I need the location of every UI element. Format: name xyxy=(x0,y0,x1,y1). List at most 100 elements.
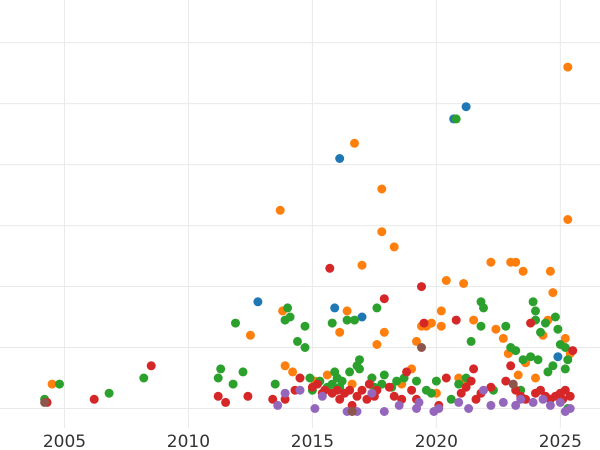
data-point xyxy=(469,364,479,374)
data-point xyxy=(508,379,518,389)
data-point xyxy=(560,385,570,395)
data-point xyxy=(367,388,377,398)
data-point xyxy=(221,397,231,407)
data-point xyxy=(419,318,429,328)
data-point xyxy=(402,367,412,377)
data-point xyxy=(560,333,570,343)
data-point xyxy=(322,370,332,380)
data-point xyxy=(216,364,226,374)
data-point xyxy=(213,373,223,383)
data-point xyxy=(55,379,64,389)
series-0 xyxy=(253,102,563,362)
data-point xyxy=(541,318,550,328)
data-point xyxy=(213,391,223,401)
data-point xyxy=(312,379,322,389)
x-axis-ticks: 2005 2010 2015 2020 2025 xyxy=(43,432,582,450)
data-point xyxy=(454,379,464,389)
data-point xyxy=(412,336,421,346)
x-tick-label: 2010 xyxy=(167,432,210,450)
data-point xyxy=(253,297,263,307)
data-point xyxy=(441,276,451,285)
data-point xyxy=(372,303,382,313)
data-point xyxy=(394,400,404,410)
data-point xyxy=(486,382,496,392)
data-point xyxy=(270,379,280,389)
data-point xyxy=(466,336,476,346)
data-point xyxy=(414,397,424,407)
data-point xyxy=(377,379,387,389)
series-5 xyxy=(40,343,518,416)
data-point xyxy=(511,257,521,267)
data-point xyxy=(461,102,471,112)
data-point xyxy=(513,370,523,380)
data-point xyxy=(563,355,573,365)
data-point xyxy=(526,318,536,328)
data-point xyxy=(469,315,479,325)
data-point xyxy=(332,385,342,395)
data-point xyxy=(293,336,302,346)
data-point xyxy=(412,376,421,386)
data-point xyxy=(498,333,508,343)
data-point xyxy=(456,388,466,398)
data-point xyxy=(417,282,426,292)
data-point xyxy=(317,391,327,401)
x-tick-label: 2005 xyxy=(43,432,86,450)
data-point xyxy=(231,318,240,328)
data-point xyxy=(536,327,545,337)
data-point xyxy=(451,114,461,124)
data-point xyxy=(459,279,469,288)
data-point xyxy=(89,394,99,404)
data-point xyxy=(486,400,496,410)
data-point xyxy=(245,330,255,340)
data-point xyxy=(146,361,156,371)
data-point xyxy=(379,407,389,416)
data-point xyxy=(345,385,355,395)
data-point xyxy=(283,303,293,313)
data-point xyxy=(342,315,352,325)
data-point xyxy=(479,385,488,395)
data-point xyxy=(345,367,355,377)
data-point xyxy=(548,288,558,298)
data-point xyxy=(379,294,389,304)
data-point xyxy=(454,397,464,407)
data-point xyxy=(491,324,501,334)
data-point xyxy=(548,361,558,371)
data-point xyxy=(337,376,347,386)
data-points xyxy=(40,62,578,416)
data-point xyxy=(273,400,283,410)
data-point xyxy=(243,391,253,401)
data-point xyxy=(268,394,278,404)
data-point xyxy=(327,318,337,328)
data-point xyxy=(501,376,511,386)
data-point xyxy=(342,306,352,316)
data-point xyxy=(498,397,508,407)
x-tick-label: 2015 xyxy=(291,432,334,450)
data-point xyxy=(511,346,521,356)
data-point xyxy=(528,297,538,307)
series-4 xyxy=(273,385,575,416)
x-tick-label: 2020 xyxy=(415,432,458,450)
data-point xyxy=(464,404,474,413)
data-point xyxy=(516,394,526,404)
data-point xyxy=(295,373,305,383)
data-point xyxy=(518,355,528,365)
data-point xyxy=(531,373,540,383)
data-point xyxy=(280,361,290,371)
data-point xyxy=(372,340,382,349)
data-point xyxy=(364,379,374,389)
data-point xyxy=(545,266,555,276)
data-point xyxy=(275,205,285,215)
data-point xyxy=(531,306,540,316)
data-point xyxy=(466,376,476,386)
data-point xyxy=(436,306,446,316)
data-point xyxy=(379,327,389,337)
data-point xyxy=(528,397,538,407)
data-point xyxy=(389,391,399,401)
data-point xyxy=(228,379,238,389)
data-point xyxy=(486,257,496,267)
data-point xyxy=(476,321,486,331)
data-point xyxy=(545,400,555,410)
data-point xyxy=(550,312,560,322)
data-point xyxy=(553,352,563,362)
data-point xyxy=(501,321,511,331)
